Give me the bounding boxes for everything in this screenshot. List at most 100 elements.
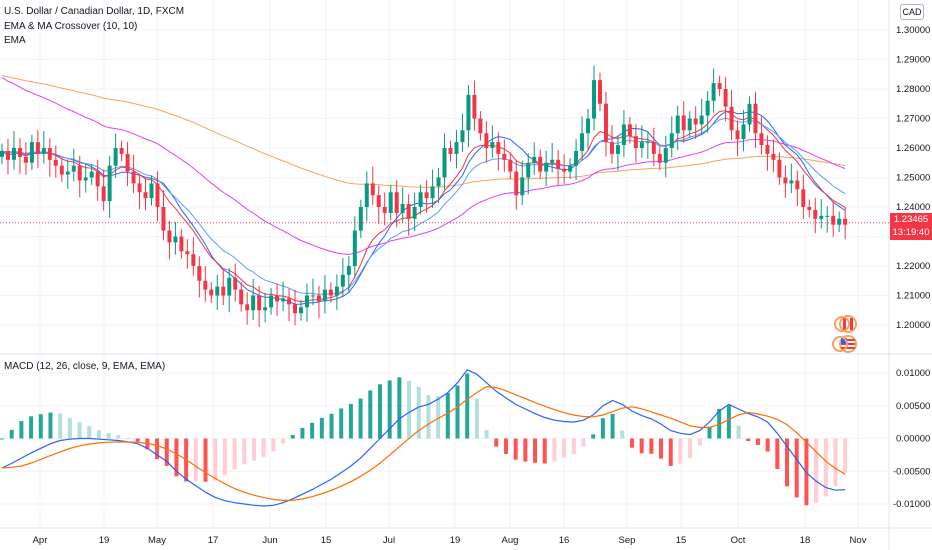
macd-histogram-bar — [310, 422, 315, 439]
candle-body — [424, 192, 429, 199]
ema-16-line — [1, 117, 846, 296]
candle-body — [615, 145, 620, 154]
currency-badge[interactable]: CAD — [900, 4, 924, 20]
candle-body — [550, 159, 555, 163]
time-tick-label: Apr — [33, 535, 48, 546]
candle-body — [699, 115, 704, 125]
macd-histogram-bar — [38, 414, 43, 439]
macd-histogram-bar — [746, 438, 751, 442]
macd-tick-label: -0.01000 — [893, 499, 931, 510]
macd-histogram-bar — [765, 438, 770, 452]
macd-histogram-bar — [125, 438, 130, 440]
candle-body — [520, 177, 525, 196]
macd-histogram-bar — [649, 438, 654, 454]
candle-body — [645, 142, 650, 144]
candle-body — [251, 295, 256, 311]
bar-countdown: 13:19:40 — [892, 227, 930, 238]
macd-tick-label: 0.01000 — [896, 368, 930, 379]
candle-body — [203, 280, 208, 290]
candle-body — [562, 168, 567, 172]
candle-body — [598, 80, 602, 104]
macd-histogram-bar — [629, 438, 634, 448]
indicator-legend-crossover[interactable]: EMA & MA Crossover (10, 10) — [4, 21, 138, 32]
macd-histogram-bar — [358, 398, 363, 439]
candle-body — [412, 207, 417, 219]
macd-histogram-bar — [707, 426, 712, 439]
macd-legend[interactable]: MACD (12, 26, close, 9, EMA, EMA) — [4, 361, 166, 372]
candle-body — [526, 162, 531, 178]
macd-histogram-bar — [77, 422, 82, 439]
candle-body — [675, 115, 680, 134]
macd-histogram-bar — [203, 438, 208, 482]
macd-histogram-bar — [484, 430, 489, 439]
macd-histogram-bar — [87, 426, 92, 439]
price-tick-label: 1.24000 — [896, 202, 930, 213]
time-tick-label: 19 — [99, 535, 110, 546]
candle-body — [735, 130, 740, 140]
macd-histogram-bar — [562, 438, 567, 458]
candle-body — [352, 230, 357, 266]
candle-body — [227, 277, 232, 296]
ema-long-line — [1, 75, 846, 188]
time-tick-label: Sep — [619, 535, 636, 546]
candle-body — [777, 159, 782, 178]
candle-body — [59, 165, 64, 175]
candle-body — [705, 100, 710, 116]
macd-histogram-bar — [523, 438, 528, 462]
candle-body — [406, 204, 411, 219]
candle-body — [568, 165, 573, 172]
candle-body — [436, 177, 441, 187]
candle-body — [35, 142, 40, 154]
candle-body — [795, 180, 800, 190]
candle-body — [131, 171, 136, 184]
macd-histogram-bar — [67, 417, 72, 439]
candle-body — [29, 142, 34, 163]
macd-histogram-bar — [387, 380, 392, 439]
time-tick-label: 15 — [676, 535, 687, 546]
candle-body — [711, 83, 716, 101]
macd-histogram-bar — [416, 386, 421, 439]
candle-body — [592, 80, 597, 119]
candle-body — [454, 142, 459, 154]
candle-body — [508, 159, 513, 172]
macd-histogram-bar — [639, 438, 644, 454]
macd-histogram-bar — [785, 438, 790, 487]
currency-flags-icon[interactable] — [828, 315, 862, 355]
macd-axis[interactable]: 0.01000 0.00500 0.00000 -0.00500 -0.01000 — [893, 368, 931, 510]
candle-body — [179, 236, 184, 252]
macd-histogram-bar — [155, 438, 160, 460]
macd-histogram-bar — [251, 438, 256, 461]
candle-body — [316, 295, 321, 302]
macd-histogram-bar — [755, 438, 760, 445]
candle-body — [0, 150, 4, 157]
candle-body — [269, 295, 274, 308]
macd-histogram-bar — [717, 408, 722, 439]
macd-histogram-bar — [503, 438, 508, 455]
candle-body — [514, 171, 519, 196]
symbol-legend[interactable]: U.S. Dollar / Canadian Dollar, 1D, FXCM — [4, 6, 185, 17]
candle-body — [346, 266, 351, 275]
macd-histogram-bar — [445, 393, 450, 439]
macd-histogram-bar — [368, 390, 373, 439]
candle-body — [502, 153, 507, 160]
candle-body — [693, 118, 698, 125]
price-tick-label: 1.25000 — [896, 173, 930, 184]
macd-histogram-bar — [329, 413, 334, 439]
candle-body — [813, 209, 818, 219]
candle-body — [364, 183, 369, 207]
macd-histogram-bar — [19, 421, 24, 439]
price-tick-label: 1.26000 — [896, 143, 930, 154]
macd-histogram-bar — [668, 438, 673, 466]
price-axis[interactable]: 1.30000 1.29000 1.28000 1.27000 1.26000 1.250… — [896, 25, 930, 331]
macd-histogram-bar — [222, 438, 227, 476]
time-axis[interactable]: Apr 19 May 17 Jun 15 Jul 19 Aug 16 Sep 15 Oct 18 Nov — [33, 535, 867, 546]
time-tick-label: 17 — [208, 535, 219, 546]
candle-body — [544, 162, 549, 172]
candle-body — [89, 171, 94, 178]
candle-body — [137, 183, 142, 193]
candle-body — [837, 218, 842, 225]
price-tick-label: 1.27000 — [896, 114, 930, 125]
candle-body — [370, 183, 375, 196]
indicator-legend-ema[interactable]: EMA — [4, 35, 26, 46]
